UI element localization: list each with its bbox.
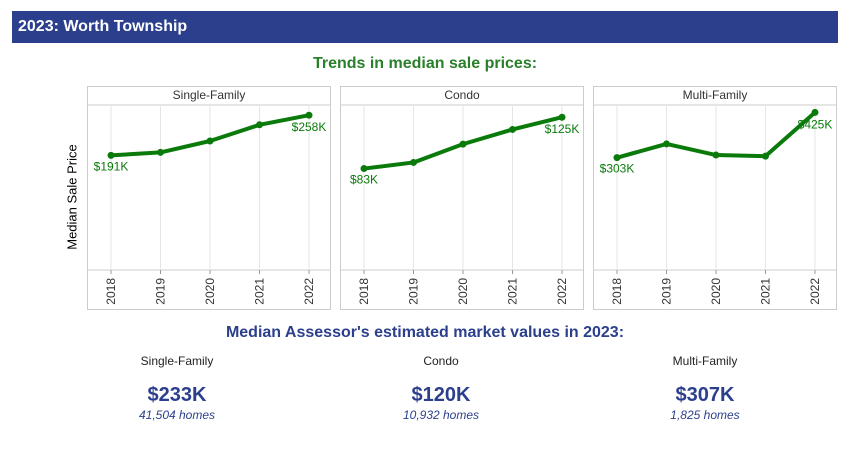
data-point	[663, 140, 670, 148]
x-tick-label: 2021	[506, 278, 520, 305]
x-tick-label: 2018	[610, 278, 624, 305]
x-tick-label: 2020	[203, 278, 217, 305]
chart-panel-multi-family: 2018 2019 2020 2021 2022 $303K $425K Multi-Fam…	[593, 86, 837, 310]
market-homes-count: 10,932 homes	[402, 408, 480, 422]
data-label-end: $425K	[798, 117, 833, 131]
data-point	[206, 137, 214, 145]
market-value: $233K	[147, 384, 207, 406]
data-point	[613, 154, 621, 162]
data-point	[256, 121, 263, 129]
data-label-end: $258K	[292, 120, 327, 134]
data-point	[811, 108, 819, 116]
data-label-start: $191K	[94, 159, 129, 173]
market-homes-count: 1,825 homes	[670, 408, 740, 422]
data-point	[305, 111, 313, 119]
y-axis-label: Median Sale Price	[64, 144, 80, 250]
data-point	[558, 113, 566, 121]
panel-label-condo: Condo	[444, 88, 480, 102]
data-label-start: $303K	[600, 162, 635, 176]
x-tick-label: 2022	[808, 278, 822, 305]
x-tick-label: 2021	[253, 278, 267, 305]
chart-panel-single-family: 2018 2019 2020 2021 2022 $191K $258K Single-Fa…	[87, 86, 331, 310]
market-value-condo: Condo $120K 10,932 homes	[311, 354, 571, 422]
x-tick-label: 2022	[302, 278, 316, 305]
market-values-heading: Median Assessor's estimated market value…	[225, 324, 625, 341]
panel-label-single-family: Single-Family	[172, 88, 246, 102]
market-type-label: Condo	[423, 354, 459, 368]
market-value-single-family: Single-Family $233K 41,504 homes	[47, 354, 307, 422]
x-tick-label: 2018	[104, 278, 118, 305]
panel-label-multi-family: Multi-Family	[682, 88, 748, 102]
panel-border	[87, 86, 331, 310]
data-point	[157, 148, 164, 156]
chart-panel-condo: 2018 2019 2020 2021 2022 $83K $125K Condo	[340, 86, 584, 310]
data-point	[509, 125, 516, 133]
page-title: 2023: Worth Township	[12, 11, 838, 43]
market-type-label: Single-Family	[140, 354, 214, 368]
chart-svg-single-family: 2018 2019 2020 2021 2022 $191K $258K	[87, 86, 331, 310]
chart-svg-multi-family: 2018 2019 2020 2021 2022 $303K $425K	[593, 86, 837, 310]
market-value: $120K	[411, 384, 471, 406]
x-tick-label: 2019	[660, 278, 674, 305]
market-homes-count: 41,504 homes	[138, 408, 216, 422]
market-type-label: Multi-Family	[672, 354, 738, 368]
data-point	[712, 151, 720, 159]
x-tick-label: 2019	[154, 278, 168, 305]
data-point	[107, 151, 115, 159]
x-tick-label: 2018	[357, 278, 371, 305]
panel-border	[593, 86, 837, 310]
x-tick-label: 2019	[407, 278, 421, 305]
data-point	[360, 165, 368, 173]
data-point	[459, 140, 467, 148]
x-tick-label: 2021	[759, 278, 773, 305]
x-tick-label: 2022	[555, 278, 569, 305]
data-point	[410, 158, 417, 166]
data-label-start: $83K	[350, 173, 378, 187]
x-tick-label: 2020	[709, 278, 723, 305]
trends-heading: Trends in median sale prices:	[312, 55, 538, 72]
chart-svg-condo: 2018 2019 2020 2021 2022 $83K $125K	[340, 86, 584, 310]
market-value-multi-family: Multi-Family $307K 1,825 homes	[575, 354, 835, 422]
data-label-end: $125K	[545, 122, 580, 136]
panel-border	[340, 86, 584, 310]
x-tick-label: 2020	[456, 278, 470, 305]
data-point	[762, 152, 769, 160]
market-value: $307K	[675, 384, 735, 406]
